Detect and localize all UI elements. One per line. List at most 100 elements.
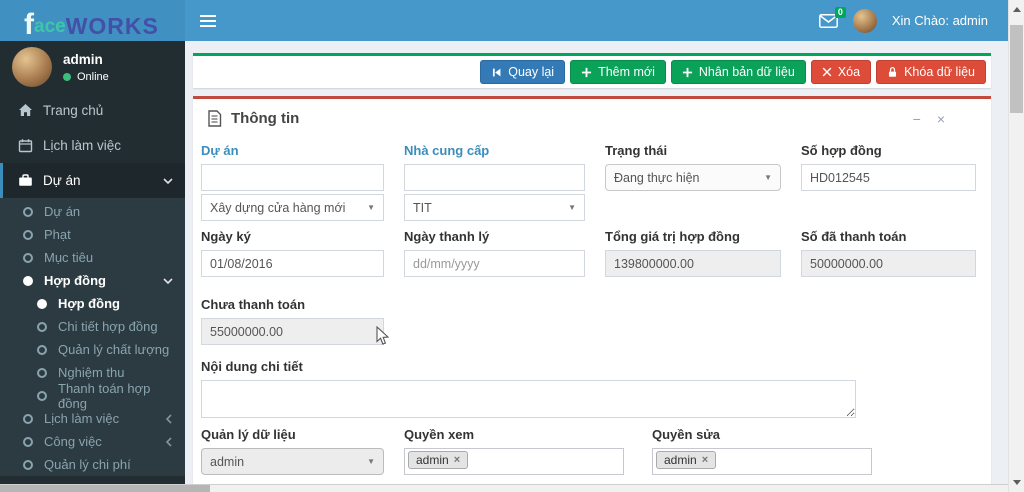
submenu-item-lich-lam-viec[interactable]: Lịch làm việc [0,407,185,430]
sidebar-toggle-button[interactable] [185,0,231,41]
messages-button[interactable]: 0 [818,6,846,28]
caret-down-icon: ▼ [764,173,772,182]
quan-ly-du-lieu-select[interactable]: admin ▼ [201,448,384,475]
user-greeting[interactable]: Xin Chào: admin [891,13,988,28]
app-logo[interactable]: f ace WORKS [0,0,185,41]
permission-tag: admin × [656,451,717,469]
quyen-sua-taginput[interactable]: admin × [652,448,872,475]
field-label-quan-ly-du-lieu: Quản lý dữ liệu [201,427,296,442]
field-label-tong-gia-tri: Tổng giá trị hợp đồng [605,229,740,244]
submenu-item-label: Quản lý chi phí [44,457,131,472]
field-label-nha-cung-cap: Nhà cung cấp [404,143,490,158]
ngay-thanh-ly-input[interactable] [404,250,585,277]
nha-cung-cap-input[interactable] [404,164,585,191]
remove-tag-icon[interactable]: × [701,454,709,466]
collapse-icon[interactable]: − [912,110,921,127]
sidebar-item-lich-lam-viec[interactable]: Lịch làm việc [0,128,185,163]
scroll-up-icon[interactable] [1013,7,1021,12]
submenu-item-label: Nghiệm thu [58,365,125,380]
tong-gia-tri-input [605,250,781,277]
sidebar-item-label: Lịch làm việc [43,138,122,153]
lock-data-button[interactable]: Khóa dữ liệu [876,60,986,84]
delete-button[interactable]: Xóa [810,60,872,84]
messages-count-badge: 0 [834,6,846,18]
chua-thanh-toan-input [201,318,384,345]
submenu-item-hop-dong-child[interactable]: Hợp đồng [0,292,185,315]
file-text-icon [208,110,222,127]
submenu-item-thanh-toan-hop-dong[interactable]: Thanh toán hợp đồng [0,381,185,411]
circle-icon [37,367,47,378]
trang-thai-select[interactable]: Đang thực hiện ▼ [605,164,781,191]
du-an-select[interactable]: Xây dựng cửa hàng mới ▼ [201,194,384,221]
circle-icon [23,229,33,240]
vertical-scrollbar[interactable] [1008,0,1024,492]
submenu-item-quan-ly-chat-luong[interactable]: Quản lý chất lượng [0,338,185,361]
field-label-so-da-thanh-toan: Số đã thanh toán [801,229,907,244]
user-status: Online [63,71,109,83]
circle-icon [37,321,47,332]
topbar-avatar[interactable] [852,8,877,33]
field-label-trang-thai: Trạng thái [605,143,668,158]
circle-icon [23,252,33,263]
so-da-thanh-toan-input [801,250,976,277]
submenu-item-hop-dong[interactable]: Hợp đồng [0,269,185,292]
info-panel-header: Thông tin − × [193,99,991,135]
field-label-quyen-xem: Quyền xem [404,427,475,442]
field-label-ngay-thanh-ly: Ngày thanh lý [404,229,490,244]
circle-icon [37,344,47,355]
horizontal-scrollbar[interactable] [0,484,1008,492]
du-an-submenu: Dự án Phạt Mục tiêu Hợp đồng Hợp đồng Ch… [0,198,185,476]
chevron-down-icon [163,177,173,185]
caret-down-icon: ▼ [367,203,375,212]
envelope-icon [818,13,838,28]
nha-cung-cap-select[interactable]: TIT ▼ [404,194,585,221]
circle-filled-icon [23,275,33,286]
submenu-item-nghiem-thu[interactable]: Nghiệm thu [0,361,185,384]
submenu-item-label: Hợp đồng [44,273,106,288]
submenu-item-label: Chi tiết hợp đồng [58,319,158,334]
sidebar-item-label: Trang chủ [43,103,104,118]
close-icon[interactable]: × [936,110,945,127]
submenu-item-label: Mục tiêu [44,250,94,265]
user-panel: admin Online [0,41,185,93]
submenu-item-label: Lịch làm việc [44,411,120,426]
submenu-item-quan-ly-chi-phi[interactable]: Quản lý chi phí [0,453,185,476]
submenu-item-du-an[interactable]: Dự án [0,200,185,223]
back-button[interactable]: Quay lại [480,60,566,84]
lock-icon [889,67,897,77]
chevron-down-icon [163,277,173,285]
scroll-down-icon[interactable] [1013,480,1021,485]
submenu-item-cong-viec[interactable]: Công việc [0,430,185,453]
menu-icon [200,14,216,17]
submenu-item-label: Công việc [44,434,102,449]
submenu-item-phat[interactable]: Phạt [0,223,185,246]
quyen-xem-taginput[interactable]: admin × [404,448,624,475]
logo-text-works: WORKS [65,13,159,39]
so-hop-dong-input[interactable] [801,164,976,191]
submenu-item-chi-tiet-hop-dong[interactable]: Chi tiết hợp đồng [0,315,185,338]
circle-icon [23,436,33,447]
duplicate-data-button[interactable]: Nhân bản dữ liệu [670,60,806,84]
field-label-quyen-sua: Quyền sửa [652,427,720,442]
caret-down-icon: ▼ [367,457,375,466]
horizontal-scrollbar-thumb[interactable] [0,485,210,492]
action-toolbar: Quay lại Thêm mới Nhân bản dữ liệu Xóa K… [193,53,991,88]
add-new-button[interactable]: Thêm mới [570,60,666,84]
caret-down-icon: ▼ [568,203,576,212]
logo-text-f: f [24,8,34,41]
ngay-ky-input[interactable] [201,250,384,277]
topbar: 0 Xin Chào: admin [185,0,1008,41]
du-an-input[interactable] [201,164,384,191]
permission-tag: admin × [408,451,469,469]
sidebar-item-trang-chu[interactable]: Trang chủ [0,93,185,128]
main-content: Quay lại Thêm mới Nhân bản dữ liệu Xóa K… [185,41,1008,484]
home-icon [19,104,32,116]
vertical-scrollbar-thumb[interactable] [1010,25,1023,113]
noi-dung-textarea[interactable] [201,380,856,418]
remove-tag-icon[interactable]: × [453,454,461,466]
field-label-ngay-ky: Ngày ký [201,229,251,244]
field-label-noi-dung: Nội dung chi tiết [201,359,303,374]
submenu-item-muc-tieu[interactable]: Mục tiêu [0,246,185,269]
sidebar-item-du-an[interactable]: Dự án [0,163,185,198]
user-status-label: Online [77,70,109,83]
